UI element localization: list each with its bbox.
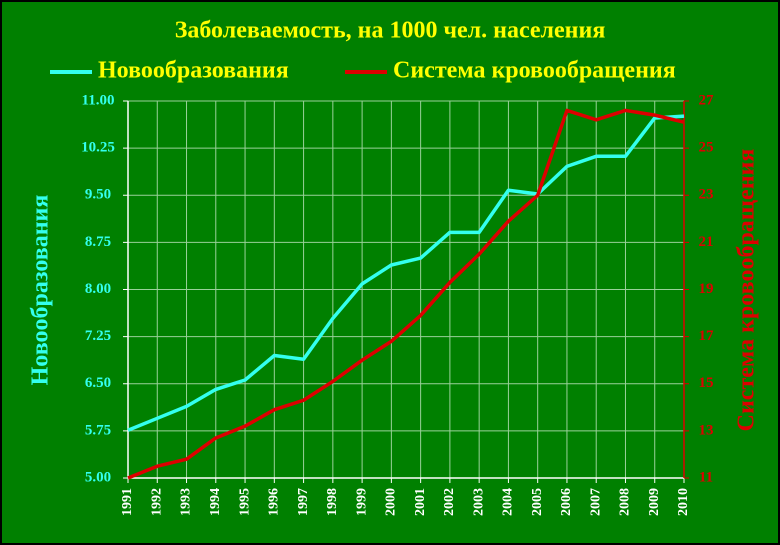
chart-title: Заболеваемость, на 1000 чел. населения — [175, 18, 606, 44]
x-tick-label: 1998 — [325, 488, 340, 516]
x-tick-label: 2009 — [647, 488, 662, 516]
x-tick-label: 2001 — [413, 488, 428, 516]
x-tick-label: 1993 — [179, 488, 194, 516]
x-tick-label: 1991 — [120, 488, 135, 516]
y-tick-label: 5.00 — [85, 469, 111, 485]
legend-label: Новообразования — [98, 58, 289, 84]
x-tick-label: 2000 — [384, 488, 399, 516]
y-tick-label: 9.50 — [85, 187, 111, 203]
y-tick-label: 7.25 — [85, 328, 111, 344]
y2-tick-label: 11 — [699, 469, 713, 485]
y2-tick-label: 13 — [699, 422, 714, 438]
x-tick-label: 2010 — [676, 488, 691, 516]
y-tick-label: 11.00 — [82, 92, 115, 108]
x-tick-label: 1994 — [208, 488, 223, 516]
x-tick-label: 1992 — [149, 488, 164, 516]
x-tick-label: 2008 — [618, 488, 633, 516]
y2-tick-label: 17 — [699, 328, 715, 344]
x-tick-label: 1997 — [296, 488, 311, 516]
y2-tick-label: 21 — [699, 234, 714, 250]
y2-tick-label: 19 — [699, 281, 714, 297]
y-tick-label: 8.00 — [85, 281, 111, 297]
y-axis-title: Новообразования — [28, 195, 54, 386]
x-tick-label: 1999 — [354, 488, 369, 516]
x-tick-label: 1995 — [237, 488, 252, 516]
x-tick-label: 2002 — [442, 488, 457, 516]
y2-axis-title: Система кровообращения — [734, 149, 760, 432]
x-tick-label: 1996 — [267, 488, 282, 516]
x-tick-label: 2005 — [530, 488, 545, 516]
x-tick-label: 2004 — [501, 488, 516, 516]
x-tick-label: 2006 — [559, 488, 574, 516]
y2-tick-label: 27 — [699, 92, 715, 108]
y-tick-label: 6.50 — [85, 375, 111, 391]
y-tick-label: 8.75 — [85, 234, 111, 250]
y2-tick-label: 25 — [699, 140, 714, 156]
series-line — [127, 114, 685, 432]
y-tick-label: 10.25 — [81, 140, 115, 156]
y2-tick-label: 23 — [699, 187, 714, 203]
series-line — [127, 108, 685, 480]
x-tick-label: 2007 — [588, 488, 603, 516]
legend-label: Система кровообращения — [393, 58, 676, 84]
x-tick-label: 2003 — [471, 488, 486, 516]
y-tick-label: 5.75 — [85, 422, 111, 438]
y2-tick-label: 15 — [699, 375, 714, 391]
